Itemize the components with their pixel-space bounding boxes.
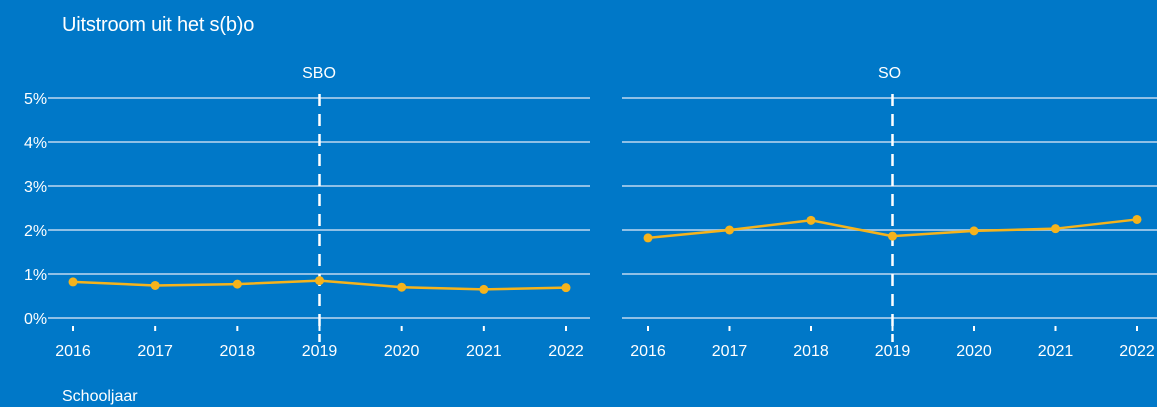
data-point: [479, 285, 488, 294]
panel-title-so: SO: [878, 65, 901, 82]
y-tick-label: 0%: [24, 311, 47, 328]
x-tick-label: 2018: [793, 343, 829, 360]
x-tick-label: 2019: [302, 343, 338, 360]
x-tick-label: 2017: [137, 343, 173, 360]
x-tick-label: 2019: [875, 343, 911, 360]
x-tick-label: 2022: [548, 343, 584, 360]
data-point: [562, 283, 571, 292]
data-point: [315, 276, 324, 285]
x-tick-label: 2020: [956, 343, 992, 360]
panel-title-sbo: SBO: [302, 65, 336, 82]
data-point: [1051, 224, 1060, 233]
y-tick-label: 5%: [24, 91, 47, 108]
x-tick-label: 2016: [55, 343, 91, 360]
data-point: [1133, 215, 1142, 224]
y-tick-label: 1%: [24, 267, 47, 284]
data-point: [233, 280, 242, 289]
x-tick-label: 2021: [466, 343, 502, 360]
data-point: [807, 216, 816, 225]
data-point: [888, 232, 897, 241]
y-tick-label: 2%: [24, 223, 47, 240]
x-axis-label: Schooljaar: [62, 388, 138, 406]
y-tick-label: 4%: [24, 135, 47, 152]
x-tick-label: 2020: [384, 343, 420, 360]
x-tick-label: 2021: [1038, 343, 1074, 360]
data-point: [970, 226, 979, 235]
data-point: [151, 281, 160, 290]
x-tick-label: 2017: [712, 343, 748, 360]
y-tick-label: 3%: [24, 179, 47, 196]
x-tick-label: 2016: [630, 343, 666, 360]
x-tick-label: 2022: [1119, 343, 1155, 360]
data-point: [397, 283, 406, 292]
data-point: [725, 226, 734, 235]
data-point: [69, 277, 78, 286]
x-tick-label: 2018: [220, 343, 256, 360]
data-point: [644, 233, 653, 242]
